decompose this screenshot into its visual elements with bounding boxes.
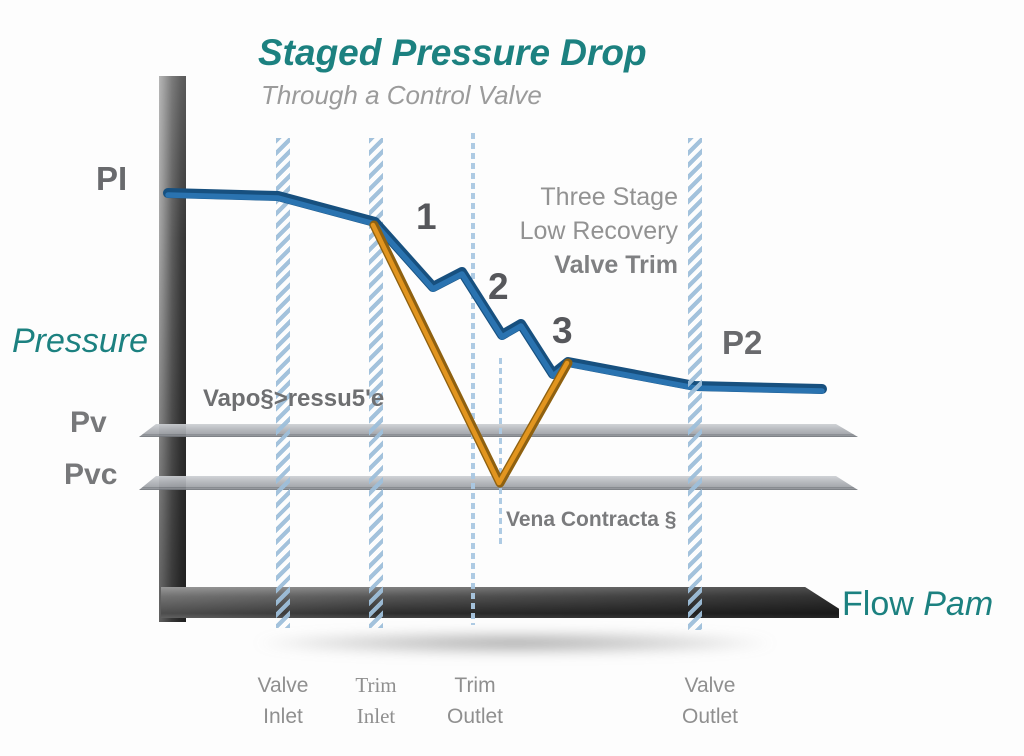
valve-trim-note-line3: Valve Trim — [554, 251, 678, 279]
flow-axis-bar — [161, 587, 839, 618]
p2-label: P2 — [722, 324, 763, 361]
tick-valve-outlet-line1: Valve — [684, 674, 736, 697]
vena-contracta-guide-line — [499, 358, 502, 548]
valve-inlet-guide-line — [276, 138, 290, 628]
tick-valve-inlet-line1: Valve — [257, 674, 309, 697]
tick-valve-inlet-line2: Inlet — [263, 705, 303, 728]
pvc-label: Pvc — [64, 458, 118, 491]
y-axis-label: Pressure — [12, 322, 149, 360]
tick-trim-inlet-line2: Inlet — [356, 704, 396, 728]
tick-valve-outlet: Valve Outlet — [648, 670, 772, 732]
valve-trim-note-line1: Three Stage — [540, 183, 678, 211]
valve-trim-note: Three Stage Low Recovery Valve Trim — [430, 180, 678, 282]
tick-trim-outlet-line1: Trim — [454, 674, 496, 697]
tick-trim-outlet-line2: Outlet — [446, 705, 504, 728]
diagram-subtitle: Through a Control Valve — [261, 80, 542, 110]
p1-label: PI — [96, 160, 128, 197]
valve-outlet-guide-line — [688, 138, 702, 630]
tick-trim-inlet: Trim Inlet — [314, 670, 438, 732]
axis-drop-shadow — [165, 628, 865, 658]
vena-contracta-annotation: Vena Contracta § — [506, 508, 677, 531]
pv-label: Pv — [70, 406, 107, 439]
diagram-title: Staged Pressure Drop — [258, 32, 647, 73]
tick-trim-inlet-line1: Trim — [355, 673, 397, 697]
pressure-axis-bar — [159, 76, 186, 622]
x-axis-label: Flow Pam — [842, 585, 993, 624]
tick-trim-outlet: Trim Outlet — [413, 670, 537, 732]
x-axis-label-word2: Pam — [923, 585, 994, 623]
stage-3-number: 3 — [552, 310, 573, 351]
trim-inlet-guide-line — [369, 138, 383, 628]
tick-valve-outlet-line2: Outlet — [681, 705, 739, 728]
x-axis-label-word1: Flow — [842, 585, 914, 623]
valve-trim-note-line2: Low Recovery — [519, 217, 678, 245]
tick-valve-inlet: Valve Inlet — [221, 670, 345, 732]
vapor-pressure-annotation: Vapo§>ressu5'e — [203, 385, 385, 412]
